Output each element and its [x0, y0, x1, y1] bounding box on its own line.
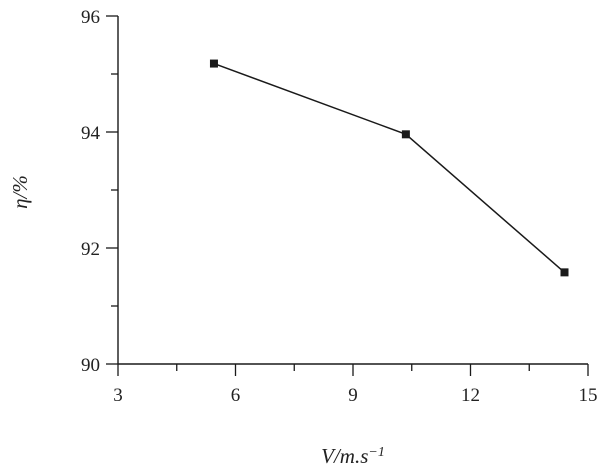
x-tick-label: 15 — [579, 385, 598, 406]
data-point — [401, 130, 410, 139]
x-axis-ticks: 3 6 9 12 15 — [113, 364, 598, 406]
x-tick-label: 6 — [231, 385, 241, 406]
y-tick-label: 94 — [81, 123, 101, 144]
y-axis-ticks: 90 92 94 96 — [81, 7, 118, 376]
x-tick-label: 12 — [461, 385, 480, 406]
y-tick-label: 92 — [81, 239, 100, 260]
x-tick-label: 3 — [113, 385, 123, 406]
axes — [117, 16, 588, 365]
y-axis-title: η/% — [8, 175, 32, 209]
x-axis-title-base: V/m.s — [321, 444, 368, 468]
series-layer — [209, 59, 569, 277]
x-axis-title-superscript: −1 — [368, 445, 384, 460]
y-tick-label: 96 — [81, 7, 100, 28]
x-axis-title: V/m.s−1 — [321, 444, 385, 468]
x-tick-label: 9 — [348, 385, 358, 406]
data-point — [209, 59, 218, 68]
y-tick-label: 90 — [81, 355, 100, 376]
series-line — [213, 62, 565, 273]
data-point — [560, 268, 569, 277]
